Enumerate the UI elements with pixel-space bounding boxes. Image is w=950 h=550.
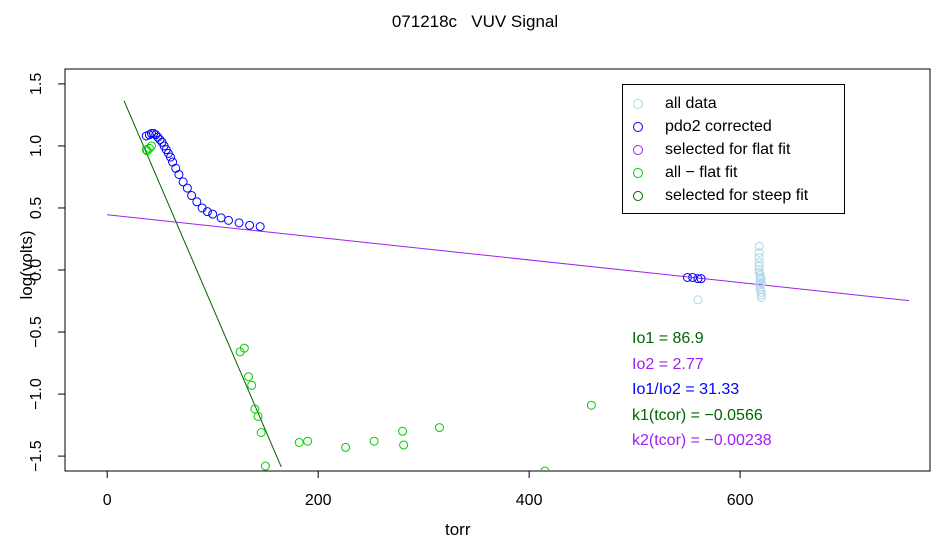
data-point <box>756 290 766 300</box>
legend-label: selected for flat fit <box>665 141 791 158</box>
data-point <box>253 411 263 421</box>
stat-k1: k1(tcor) = −0.0566 <box>632 406 763 424</box>
stat-k2: k2(tcor) = −0.00238 <box>632 432 772 449</box>
data-point <box>755 270 765 280</box>
stat-io1: Io1 = 86.9 <box>632 330 704 347</box>
y-tick-label: −0.5 <box>28 316 45 348</box>
data-point <box>341 442 351 452</box>
data-point <box>208 209 218 219</box>
data-point <box>756 287 766 297</box>
data-point <box>755 272 765 282</box>
data-point <box>754 258 764 268</box>
data-point <box>245 220 255 230</box>
stat-io-ratio: Io1/Io2 = 31.33 <box>632 381 740 398</box>
x-tick-label: 200 <box>305 492 332 509</box>
legend-item-all-minus-flat: all − flat fit <box>633 164 737 187</box>
legend-label: all − flat fit <box>665 164 738 181</box>
legend-item-steep-fit: selected for steep fit <box>633 187 808 210</box>
data-point <box>256 428 266 438</box>
data-point <box>693 295 703 305</box>
y-tick-label: −1.0 <box>28 378 45 410</box>
plot-area <box>107 100 909 471</box>
x-tick-label: 600 <box>727 492 754 509</box>
data-point <box>756 292 766 302</box>
data-point <box>398 426 408 436</box>
legend-marker <box>633 190 643 201</box>
data-point <box>754 241 764 251</box>
legend-marker <box>633 121 643 132</box>
data-point <box>756 274 766 284</box>
data-point <box>239 343 249 353</box>
x-tick-label: 400 <box>516 492 543 509</box>
data-point <box>260 461 270 471</box>
y-tick-label: 1.5 <box>28 73 45 95</box>
legend: all data pdo2 corrected selected for fla… <box>622 84 845 214</box>
legend-item-flat-fit: selected for flat fit <box>633 141 790 164</box>
stat-io2: Io2 = 2.77 <box>632 355 704 373</box>
data-point <box>682 272 692 282</box>
legend-marker <box>633 167 643 178</box>
y-axis-label: log(volts) <box>17 230 36 300</box>
legend-marker <box>633 98 643 109</box>
data-point <box>540 466 550 471</box>
y-tick-label: 1.0 <box>28 135 45 157</box>
data-point <box>187 191 197 201</box>
data-point <box>168 157 178 167</box>
data-point <box>586 400 596 410</box>
data-point <box>294 437 304 447</box>
data-point <box>754 261 764 271</box>
data-point <box>754 253 764 263</box>
data-point <box>688 272 698 282</box>
data-point <box>174 169 184 179</box>
y-tick-label: 0.0 <box>28 259 45 281</box>
data-point <box>144 143 154 153</box>
data-point <box>755 275 765 285</box>
x-axis-label: torr <box>445 520 471 539</box>
y-tick-label: −1.5 <box>28 440 45 472</box>
data-point <box>756 279 766 289</box>
data-point <box>171 163 181 173</box>
data-point <box>399 440 409 450</box>
fit-statistics: Io1 = 86.9 Io2 = 2.77 Io1/Io2 = 31.33 k1… <box>632 330 772 458</box>
data-point <box>234 218 244 228</box>
legend-marker <box>633 144 643 155</box>
data-point <box>155 135 165 145</box>
legend-label: selected for steep fit <box>665 187 809 204</box>
data-point <box>178 177 188 187</box>
fit-line <box>123 100 282 468</box>
data-point <box>224 215 234 225</box>
data-point <box>369 436 379 446</box>
data-point <box>202 207 212 217</box>
data-point <box>303 436 313 446</box>
data-point <box>147 141 156 151</box>
data-point <box>192 197 202 207</box>
fit-line <box>107 214 909 302</box>
data-point <box>244 372 254 382</box>
data-point <box>255 222 265 232</box>
y-tick-label: 0.5 <box>28 197 45 219</box>
data-point <box>696 274 706 284</box>
legend-label: pdo2 corrected <box>665 118 772 135</box>
data-point <box>754 248 764 258</box>
legend-label: all data <box>665 95 717 112</box>
data-point <box>144 130 154 140</box>
data-point <box>182 183 192 193</box>
chart-title: 071218c VUV Signal <box>391 12 559 31</box>
data-point <box>250 404 260 414</box>
data-point <box>216 213 226 223</box>
legend-item-pdo2-corrected: pdo2 corrected <box>633 118 772 141</box>
data-point <box>247 380 257 390</box>
data-point <box>693 274 703 284</box>
data-point <box>755 277 765 287</box>
data-point <box>165 152 175 162</box>
legend-item-all-data: all data <box>633 95 717 118</box>
x-tick-label: 0 <box>103 492 112 509</box>
data-point <box>434 423 444 433</box>
